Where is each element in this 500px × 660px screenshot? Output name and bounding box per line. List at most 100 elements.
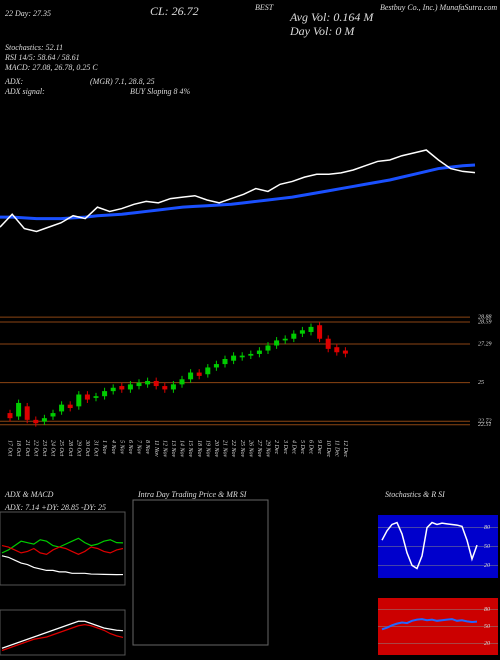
- y-tick-label: 22.51: [478, 422, 492, 428]
- candle-body: [110, 387, 116, 392]
- adx-line: [1, 537, 124, 554]
- x-tick-label: 31 Oct: [93, 439, 99, 456]
- panel-title: Intra Day Trading Price & MR SI: [137, 490, 247, 499]
- rsi-line: [381, 618, 478, 631]
- adx-line: [1, 555, 124, 576]
- candle-body: [188, 372, 194, 380]
- rsi: RSI 14/5: 58.64 / 58.61: [4, 53, 80, 62]
- candle-body: [7, 413, 13, 419]
- x-tick-label: 20 Nov: [213, 440, 219, 458]
- x-tick-label: 19 Nov: [204, 440, 210, 458]
- candle-body: [334, 347, 340, 353]
- x-tick-label: 2 Dec: [273, 440, 279, 454]
- candle-body: [136, 382, 142, 387]
- stoch-line: [381, 521, 478, 570]
- panel-title: ADX & MACD: [4, 490, 54, 499]
- y-tick-label: 80: [484, 607, 490, 613]
- candle-body: [41, 418, 47, 422]
- day-vol: Day Vol: 0 M: [289, 24, 355, 38]
- x-tick-label: 9 Dec: [316, 440, 322, 454]
- x-tick-label: 10 Dec: [325, 440, 331, 457]
- x-tick-label: 24 Oct: [50, 440, 57, 456]
- candle-body: [213, 364, 219, 368]
- candle-body: [119, 386, 125, 390]
- candle-body: [153, 380, 159, 387]
- x-tick-label: 26 Nov: [247, 440, 253, 458]
- candle-body: [162, 386, 168, 390]
- candle-body: [325, 338, 331, 349]
- x-tick-label: 28 Oct: [67, 440, 73, 456]
- panel-title: Stochastics & R SI: [385, 490, 445, 499]
- candle-body: [16, 402, 22, 417]
- x-tick-label: 23 Oct: [41, 440, 47, 456]
- candle-body: [299, 330, 305, 334]
- x-tick-label: 7 Nov: [136, 440, 142, 455]
- macd: MACD: 27.08, 26.78, 0.25 C: [4, 63, 98, 72]
- y-tick-label: 20: [484, 563, 490, 569]
- adx-label: ADX: 7.14 +DY: 28.85 -DY: 25: [4, 503, 106, 512]
- ma-line: [0, 163, 476, 221]
- candle-body: [274, 340, 280, 346]
- candle-body: [127, 384, 133, 390]
- avg-vol: Avg Vol: 0.164 M: [289, 10, 374, 24]
- candle-body: [265, 345, 271, 351]
- candle-body: [170, 384, 176, 390]
- candle-body: [33, 419, 39, 424]
- x-tick-label: 4 Nov: [110, 440, 117, 455]
- x-tick-label: 13 Nov: [170, 440, 176, 458]
- candle-body: [196, 372, 202, 376]
- x-tick-label: 29 Oct: [75, 440, 81, 456]
- candle-body: [291, 333, 297, 339]
- x-tick-label: 22 Nov: [230, 440, 236, 458]
- x-tick-label: 30 Oct: [84, 439, 90, 456]
- x-tick-label: 1 Nov: [101, 440, 107, 455]
- stochastics: Stochastics: 52.11: [5, 43, 63, 52]
- candle-body: [317, 325, 323, 339]
- x-tick-label: 17 Oct: [7, 440, 13, 456]
- day-avg: 22 Day: 27.35: [5, 9, 51, 18]
- x-tick-label: 21 Nov: [222, 440, 228, 458]
- x-tick-label: 22 Oct: [32, 440, 38, 456]
- candle-body: [93, 396, 99, 398]
- x-tick-label: 29 Nov: [265, 440, 271, 458]
- x-tick-label: 12 Nov: [161, 440, 167, 458]
- x-tick-label: 15 Nov: [187, 440, 193, 458]
- y-tick-label: 80: [484, 525, 490, 531]
- x-tick-label: 27 Nov: [256, 440, 262, 458]
- y-tick-label: 27.29: [478, 341, 492, 347]
- candle-body: [248, 353, 254, 356]
- signal: BUY Sloping 8 4%: [130, 87, 191, 96]
- x-tick-label: 3 Dec: [282, 439, 288, 454]
- x-tick-label: 6 Dec: [308, 440, 314, 454]
- x-tick-label: 21 Oct: [24, 440, 30, 456]
- macd-line: [1, 624, 124, 652]
- company: Bestbuy Co., Inc.) MunafaSutra.com: [380, 3, 497, 12]
- macd-line: [1, 620, 124, 649]
- close: CL: 26.72: [150, 4, 199, 18]
- macd-panel: [0, 609, 126, 656]
- y-tick-label: 22.72: [478, 419, 492, 425]
- candle-body: [67, 404, 73, 409]
- x-tick-label: 8 Nov: [144, 440, 150, 455]
- x-tick-label: 18 Nov: [196, 440, 202, 458]
- candle-body: [76, 394, 82, 407]
- x-tick-label: 18 Oct: [15, 440, 21, 456]
- candle-body: [59, 404, 65, 412]
- adx-values: (MGR) 7.1, 28.8, 25: [90, 77, 155, 86]
- x-tick-label: 11 Nov: [153, 440, 159, 457]
- adx-signal: ADX signal:: [4, 87, 45, 96]
- x-tick-label: 25 Nov: [239, 440, 245, 458]
- y-tick-label: 28.59: [478, 319, 492, 325]
- y-tick-label: 25: [478, 380, 484, 386]
- y-tick-label: 28.88: [478, 314, 492, 320]
- candle-body: [50, 413, 56, 417]
- candle-body: [231, 355, 237, 361]
- candle-body: [205, 367, 211, 375]
- candle-body: [256, 350, 262, 354]
- symbol: BEST: [255, 3, 274, 12]
- candle-body: [102, 391, 108, 397]
- adx-line: [1, 544, 124, 556]
- x-tick-label: 5 Nov: [118, 440, 124, 455]
